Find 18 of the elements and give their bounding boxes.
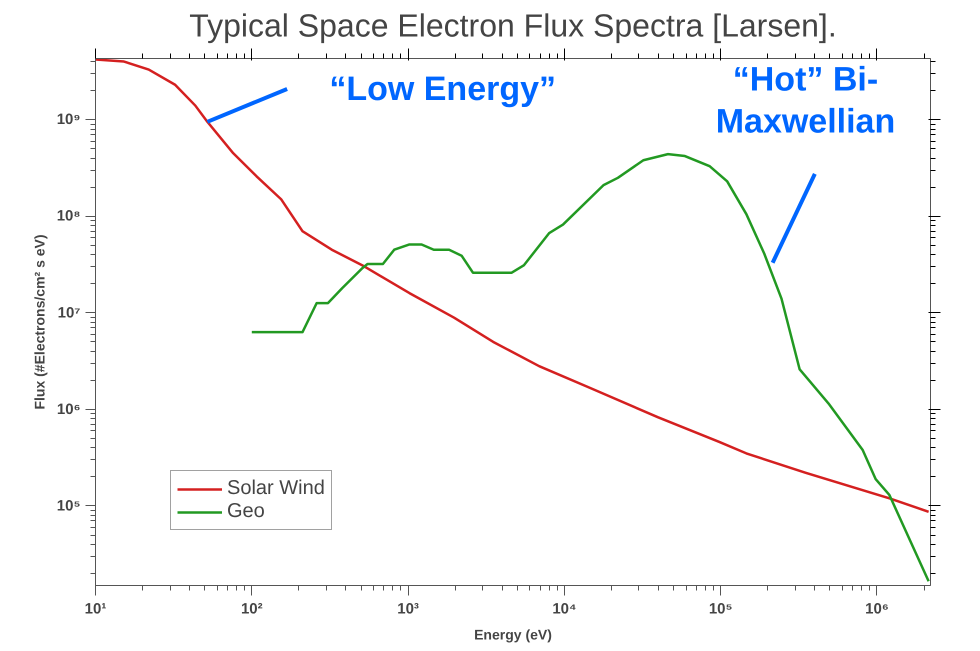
x-axis-title: Energy (eV) — [474, 626, 552, 642]
x-tick-label: 10¹ — [84, 600, 106, 618]
y-tick-label: 10⁵ — [56, 497, 81, 514]
x-tick-label: 10² — [240, 600, 263, 618]
y-tick-label: 10⁶ — [56, 400, 80, 418]
y-axis-title: Flux (#Electrons/cm² s eV) — [32, 234, 48, 410]
legend-label: Solar Wind — [227, 477, 325, 500]
y-tick-label: 10⁷ — [58, 304, 80, 322]
x-tick-label: 10⁴ — [552, 600, 576, 618]
legend-label: Geo — [227, 500, 265, 523]
chart-title: Typical Space Electron Flux Spectra [Larsen]. — [189, 8, 837, 44]
x-tick-label: 10³ — [397, 600, 419, 618]
annotation: “Low Energy” — [329, 70, 556, 108]
annotation: “Hot” Bi- Maxwellian — [716, 60, 896, 140]
x-tick-label: 10⁵ — [708, 600, 733, 618]
y-tick-label: 10⁸ — [56, 208, 81, 225]
y-tick-label: 10⁹ — [56, 111, 81, 128]
x-tick-label: 10⁶ — [865, 600, 889, 618]
